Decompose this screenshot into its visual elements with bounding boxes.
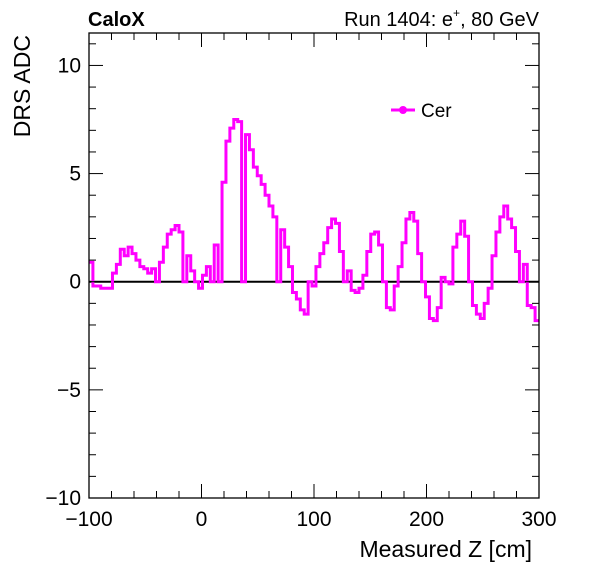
legend-marker: [399, 106, 407, 114]
y-tick-label: 10: [58, 54, 81, 77]
series-line-cer: [89, 118, 539, 323]
x-tick-label: 0: [196, 508, 208, 531]
run-label: Run 1404: e: [344, 9, 453, 31]
y-tick-label: −5: [57, 379, 81, 402]
y-tick-label: 0: [69, 271, 81, 294]
x-tick-label: 100: [296, 508, 331, 531]
legend-label: Cer: [421, 101, 452, 122]
x-tick-label: 200: [409, 508, 444, 531]
x-tick-label: 300: [521, 508, 556, 531]
plot-frame: [88, 32, 540, 499]
x-tick-label: −100: [65, 508, 112, 531]
brand-label: CaloX: [88, 9, 145, 31]
y-axis-title: DRS ADC: [9, 35, 35, 137]
y-tick-label: −10: [45, 487, 81, 510]
run-superscript: +: [453, 6, 460, 20]
run-info: Run 1404: e+, 80 GeV: [344, 6, 540, 31]
x-axis-title: Measured Z [cm]: [359, 536, 532, 562]
y-tick-label: 5: [69, 163, 81, 186]
run-energy: , 80 GeV: [460, 9, 540, 31]
